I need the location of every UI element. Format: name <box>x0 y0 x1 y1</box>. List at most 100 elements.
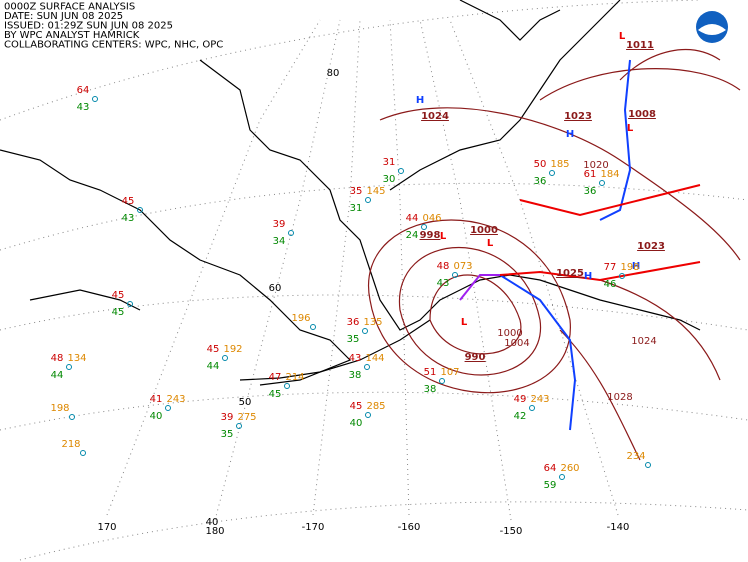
pressure-value: 1000 <box>470 225 498 236</box>
station-dewpoint: 44 <box>51 370 64 381</box>
station-marker <box>645 462 651 468</box>
isobar-label: 1004 <box>504 338 529 349</box>
station-temp: 64 <box>544 463 557 474</box>
pressure-symbol: H <box>566 129 574 140</box>
station-temp: 49 <box>514 394 527 405</box>
station-marker <box>362 328 368 334</box>
station-dewpoint: 40 <box>350 418 363 429</box>
pressure-value: 1025 <box>556 268 584 279</box>
grid-label: -170 <box>302 522 325 533</box>
station-pressure: 073 <box>453 261 472 272</box>
pressure-symbol: L <box>619 31 626 42</box>
station-pressure: 107 <box>440 367 459 378</box>
pressure-symbol: H <box>584 271 592 282</box>
pressure-value: 1008 <box>628 109 656 120</box>
station-pressure: 243 <box>530 394 549 405</box>
isobars <box>367 49 741 461</box>
station-marker <box>165 405 171 411</box>
station-temp: 48 <box>51 353 64 364</box>
header-line: DATE: SUN JUN 08 2025 <box>4 11 123 22</box>
station-marker <box>127 301 133 307</box>
station-marker <box>365 197 371 203</box>
station-marker <box>421 224 427 230</box>
pressure-symbol: L <box>461 317 468 328</box>
grid-label: -160 <box>398 522 421 533</box>
header-line: COLLABORATING CENTERS: WPC, NHC, OPC <box>4 39 223 50</box>
station-marker <box>284 383 290 389</box>
grid-label: -150 <box>500 526 523 537</box>
station-marker <box>365 412 371 418</box>
station-dewpoint: 45 <box>112 307 125 318</box>
isobar-label: 1020 <box>583 160 608 171</box>
station-temp: 47 <box>269 372 282 383</box>
station-dewpoint: 30 <box>383 174 396 185</box>
station-pressure: 275 <box>237 412 256 423</box>
pressure-symbol: H <box>632 261 640 272</box>
station-temp: 61 <box>584 169 597 180</box>
station-pressure: 192 <box>223 344 242 355</box>
pressure-value: 1024 <box>421 111 449 122</box>
station-marker <box>310 324 316 330</box>
station-marker <box>529 405 535 411</box>
station-marker <box>288 230 294 236</box>
pressure-value: 1023 <box>564 111 592 122</box>
station-marker <box>599 180 605 186</box>
station-pressure: 196 <box>291 313 310 324</box>
pressure-symbol: L <box>440 231 447 242</box>
station-marker <box>80 450 86 456</box>
station-temp: 45 <box>112 290 125 301</box>
pressure-value: 998 <box>420 230 441 241</box>
station-dewpoint: 36 <box>584 186 597 197</box>
station-pressure: 134 <box>67 353 86 364</box>
fronts <box>459 59 701 431</box>
station-pressure: 260 <box>560 463 579 474</box>
header-line: BY WPC ANALYST HAMRICK <box>4 30 140 41</box>
station-marker <box>559 474 565 480</box>
grid-label: 60 <box>269 283 282 294</box>
station-pressure: 234 <box>626 451 645 462</box>
station-temp: 77 <box>604 262 617 273</box>
station-dewpoint: 46 <box>604 279 617 290</box>
station-marker <box>92 96 98 102</box>
station-pressure: 145 <box>366 186 385 197</box>
station-marker <box>452 272 458 278</box>
station-temp: 50 <box>534 159 547 170</box>
pressure-value: 990 <box>465 352 486 363</box>
pressure-symbol: L <box>627 123 634 134</box>
station-pressure: 285 <box>366 401 385 412</box>
station-dewpoint: 31 <box>350 203 363 214</box>
station-temp: 39 <box>221 412 234 423</box>
pressure-symbol: L <box>487 238 494 249</box>
station-pressure: 243 <box>166 394 185 405</box>
station-dewpoint: 59 <box>544 480 557 491</box>
station-dewpoint: 44 <box>207 361 220 372</box>
header-line: ISSUED: 01:29Z SUN JUN 08 2025 <box>4 20 173 31</box>
coastlines <box>0 0 701 386</box>
pressure-symbol: H <box>416 95 424 106</box>
grid-label: 180 <box>205 526 224 537</box>
station-pressure: 214 <box>285 372 304 383</box>
station-temp: 64 <box>77 85 90 96</box>
isobar-label: 1028 <box>607 392 632 403</box>
station-dewpoint: 40 <box>150 411 163 422</box>
station-dewpoint: 34 <box>273 236 286 247</box>
station-marker <box>398 168 404 174</box>
station-pressure: 185 <box>550 159 569 170</box>
station-temp: 41 <box>150 394 163 405</box>
station-marker <box>439 378 445 384</box>
station-dewpoint: 35 <box>347 334 360 345</box>
station-temp: 31 <box>383 157 396 168</box>
station-marker <box>364 364 370 370</box>
station-dewpoint: 38 <box>424 384 437 395</box>
station-temp: 35 <box>350 186 363 197</box>
station-temp: 43 <box>349 353 362 364</box>
station-pressure: 198 <box>50 403 69 414</box>
station-pressure: 144 <box>365 353 384 364</box>
grid-label: 170 <box>97 522 116 533</box>
isobar-label: 1024 <box>631 336 656 347</box>
station-temp: 45 <box>350 401 363 412</box>
station-temp: 51 <box>424 367 437 378</box>
station-marker <box>236 423 242 429</box>
